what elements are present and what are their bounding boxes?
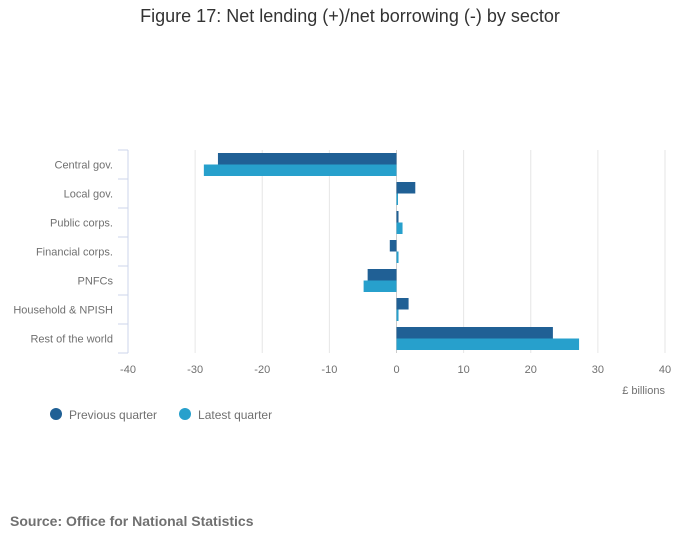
bar-previous xyxy=(396,298,409,310)
bar-previous xyxy=(217,153,397,165)
legend-item-previous[interactable]: Previous quarter xyxy=(50,408,157,422)
y-tick-label: PNFCs xyxy=(78,276,114,288)
bar-previous xyxy=(396,327,553,339)
y-tick-label: Rest of the world xyxy=(30,334,113,346)
legend-item-latest[interactable]: Latest quarter xyxy=(179,408,272,422)
bar-previous xyxy=(396,182,416,194)
bar-latest xyxy=(203,164,397,176)
bar-latest xyxy=(363,280,397,292)
chart-title: Figure 17: Net lending (+)/net borrowing… xyxy=(140,6,560,26)
y-tick-label: Local gov. xyxy=(64,189,113,201)
legend-dot-icon xyxy=(50,408,62,420)
legend-dot-icon xyxy=(179,408,192,420)
x-tick-label: 0 xyxy=(393,364,399,376)
x-axis-label: £ billions xyxy=(622,385,665,397)
bar-latest xyxy=(396,193,398,205)
x-tick-label: 20 xyxy=(525,364,537,376)
y-tick-label: Central gov. xyxy=(55,160,114,172)
bar-latest xyxy=(396,338,580,350)
legend: Previous quarter Latest quarter xyxy=(50,408,272,422)
bar-chart: -40 -30 -20 -10 0 10 20 30 40 Central gov. Local g… xyxy=(13,149,671,397)
bar-latest xyxy=(396,222,403,234)
bar-latest xyxy=(396,251,399,263)
bar-previous xyxy=(367,269,397,281)
x-tick-label: -30 xyxy=(187,364,203,376)
x-tick-label: -40 xyxy=(120,364,136,376)
bar-previous xyxy=(389,240,397,252)
bar-latest xyxy=(396,309,399,321)
x-tick-label: -20 xyxy=(254,364,270,376)
y-tick-label: Household & NPISH xyxy=(13,305,113,317)
y-tick-label: Public corps. xyxy=(50,218,113,230)
x-tick-label: -10 xyxy=(321,364,337,376)
source-note: Source: Office for National Statistics xyxy=(10,513,254,529)
x-tick-label: 10 xyxy=(458,364,470,376)
x-tick-label: 40 xyxy=(659,364,671,376)
x-tick-label: 30 xyxy=(592,364,604,376)
y-tick-label: Financial corps. xyxy=(36,247,113,259)
bar-previous xyxy=(396,211,399,223)
